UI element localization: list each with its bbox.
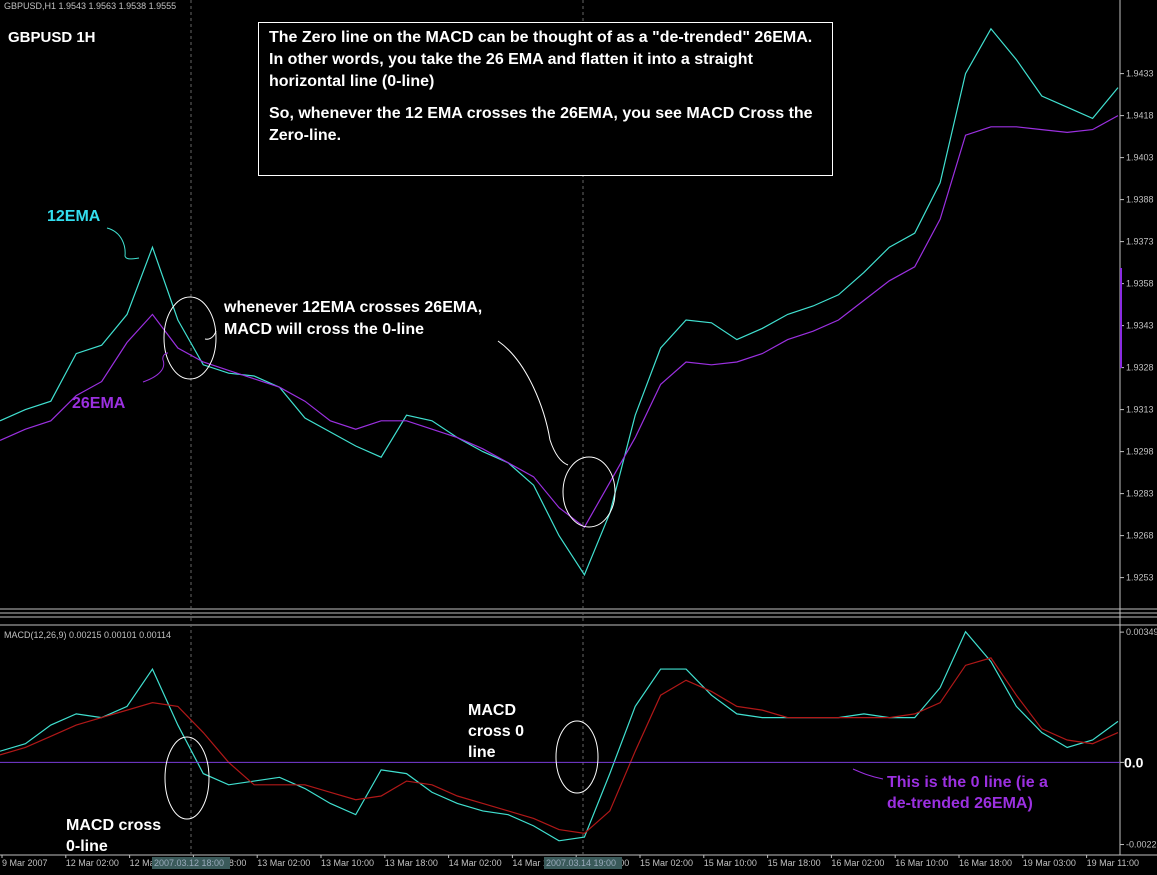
time-highlight-label: 2007.03.12 18:00 bbox=[154, 858, 224, 868]
ema26-label: 26EMA bbox=[72, 395, 126, 412]
macd-main-line bbox=[0, 630, 1119, 842]
symbol-label: GBPUSD 1H bbox=[8, 29, 96, 46]
time-tick-label: 15 Mar 18:00 bbox=[768, 858, 821, 868]
macd-tick-label: 0.0 bbox=[1124, 754, 1144, 770]
zero-line-note-pointer bbox=[852, 768, 884, 780]
ema12-pointer bbox=[106, 227, 140, 260]
price-tick-label: 1.9313 bbox=[1126, 405, 1154, 415]
price-tick-label: 1.9328 bbox=[1126, 363, 1154, 373]
macd-header-info: MACD(12,26,9) 0.00215 0.00101 0.00114 bbox=[4, 630, 171, 640]
note-paragraph-1: The Zero line on the MACD can be thought… bbox=[269, 29, 813, 90]
ema26-pointer bbox=[142, 352, 169, 383]
macd-cross-left-line-1: MACD cross bbox=[66, 817, 161, 834]
price-tick-label: 1.9418 bbox=[1126, 111, 1154, 121]
time-tick-label: 13 Mar 18:00 bbox=[385, 858, 438, 868]
time-highlight-label: 2007.03.14 19:00 bbox=[546, 858, 616, 868]
macd-cross-circle-2 bbox=[555, 720, 599, 794]
time-tick-label: 16 Mar 18:00 bbox=[959, 858, 1012, 868]
macd-tick-label: 0.00349 bbox=[1126, 627, 1157, 637]
time-tick-label: 12 Mar 02:00 bbox=[66, 858, 119, 868]
price-tick-label: 1.9388 bbox=[1126, 195, 1154, 205]
time-tick-label: 14 Mar 10:00 bbox=[512, 858, 565, 868]
price-tick-label: 1.9298 bbox=[1126, 447, 1154, 457]
macd-tick-label: -0.0022 bbox=[1126, 840, 1157, 850]
macd-cross-circle-1 bbox=[164, 736, 210, 820]
price-tick-label: 1.9253 bbox=[1126, 573, 1154, 583]
macd-cross-mid-line-3: line bbox=[468, 744, 496, 761]
cross-note-pointer bbox=[204, 330, 217, 340]
time-tick-label: 19 Mar 03:00 bbox=[1023, 858, 1076, 868]
chart-header-info: GBPUSD,H1 1.9543 1.9563 1.9538 1.9555 bbox=[4, 1, 176, 11]
time-tick-label: 19 Mar 11:00 bbox=[1087, 858, 1139, 868]
time-highlight-box bbox=[544, 857, 622, 869]
time-tick-label: 9 Mar 2007 bbox=[2, 858, 48, 868]
macd-signal-line bbox=[0, 657, 1119, 834]
price-tick-label: 1.9283 bbox=[1126, 489, 1154, 499]
time-tick-label: 15 Mar 10:00 bbox=[704, 858, 757, 868]
price-tick-label: 1.9403 bbox=[1126, 153, 1154, 163]
time-tick-label: 16 Mar 02:00 bbox=[831, 858, 884, 868]
macd-cross-left-line-2: 0-line bbox=[66, 838, 108, 855]
time-tick-label: 14 Mar 02:00 bbox=[449, 858, 502, 868]
cross-circle-1 bbox=[163, 296, 217, 380]
price-axis: 1.9433 1.9418 1.9403 1.9388 1.9373 1.9358 1.93… bbox=[1120, 69, 1154, 583]
zero-line-note-line-1: This is the 0 line (ie a bbox=[887, 774, 1048, 791]
note-paragraph-2: So, whenever the 12 EMA crosses the 26EM… bbox=[269, 105, 813, 144]
time-tick-label: 16 Mar 10:00 bbox=[895, 858, 948, 868]
macd-cross-mid-line-2: cross 0 bbox=[468, 723, 524, 740]
cross-note-line-1: whenever 12EMA crosses 26EMA, bbox=[223, 299, 482, 316]
cross-note-line-2: MACD will cross the 0-line bbox=[224, 321, 424, 338]
price-tick-label: 1.9358 bbox=[1126, 279, 1154, 289]
time-tick-label: 13 Mar 02:00 bbox=[257, 858, 310, 868]
zero-line-note-line-2: de-trended 26EMA) bbox=[887, 795, 1033, 812]
ema26-line bbox=[0, 115, 1119, 529]
time-tick-label: 15 Mar 02:00 bbox=[640, 858, 693, 868]
time-highlight-box bbox=[152, 857, 230, 869]
time-tick-label: 13 Mar 10:00 bbox=[321, 858, 374, 868]
price-tick-label: 1.9343 bbox=[1126, 321, 1154, 331]
price-series-group bbox=[0, 27, 1119, 577]
ema12-label: 12EMA bbox=[47, 208, 101, 225]
ema12-line bbox=[0, 27, 1119, 577]
macd-axis: 0.00349 0.0 -0.0022 bbox=[1120, 627, 1157, 850]
price-tick-label: 1.9433 bbox=[1126, 69, 1154, 79]
macd-series-group bbox=[0, 630, 1119, 842]
explanation-note-box: The Zero line on the MACD can be thought… bbox=[258, 22, 833, 176]
cross-circle-2 bbox=[562, 456, 616, 528]
price-tick-label: 1.9268 bbox=[1126, 531, 1154, 541]
macd-cross-mid-line-1: MACD bbox=[468, 702, 516, 719]
cross-note-pointer-2 bbox=[497, 340, 569, 466]
price-tick-label: 1.9373 bbox=[1126, 237, 1154, 247]
